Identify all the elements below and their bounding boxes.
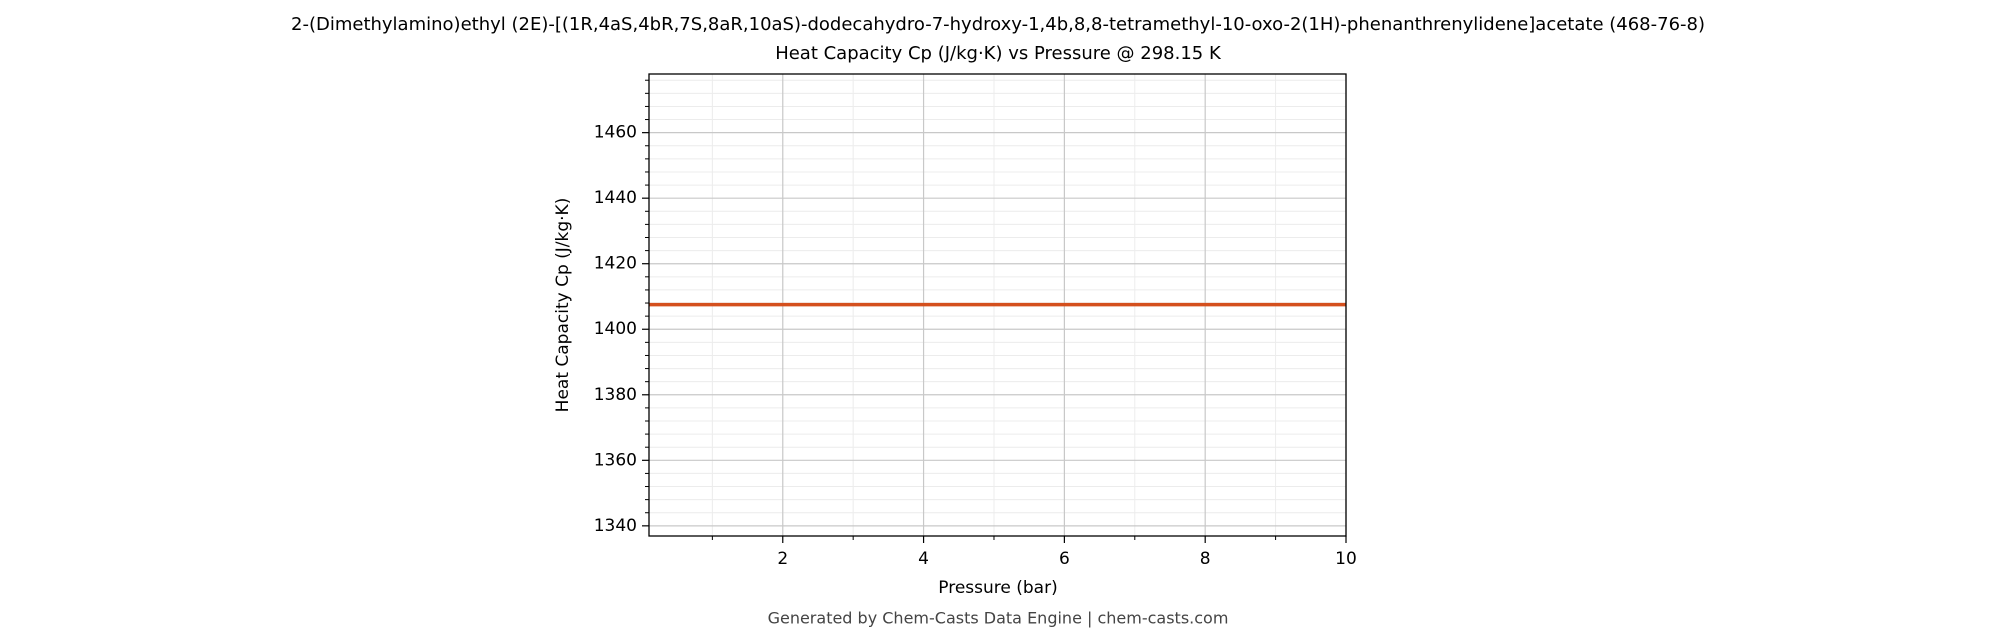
y-tick-label: 1360 xyxy=(594,450,637,470)
y-tick-label: 1400 xyxy=(594,319,637,339)
plot-frame xyxy=(648,73,1347,537)
chart-subtitle: Heat Capacity Cp (J/kg·K) vs Pressure @ … xyxy=(775,43,1222,64)
x-tick-label: 10 xyxy=(1335,549,1357,569)
x-tick-label: 2 xyxy=(777,549,788,569)
y-tick-label: 1440 xyxy=(594,188,637,208)
y-axis-label: Heat Capacity Cp (J/kg·K) xyxy=(553,198,573,413)
x-tick-label: 6 xyxy=(1059,549,1070,569)
y-tick-label: 1380 xyxy=(594,385,637,405)
y-tick-label: 1420 xyxy=(594,254,637,274)
x-tick-label: 8 xyxy=(1200,549,1211,569)
y-tick-label: 1460 xyxy=(594,123,637,143)
chart-title: 2-(Dimethylamino)ethyl (2E)-[(1R,4aS,4bR… xyxy=(291,14,1705,35)
x-tick-label: 4 xyxy=(918,549,929,569)
x-axis-label: Pressure (bar) xyxy=(938,578,1057,598)
footer: Generated by Chem-Casts Data Engine | ch… xyxy=(768,609,1229,628)
y-tick-label: 1340 xyxy=(594,516,637,536)
